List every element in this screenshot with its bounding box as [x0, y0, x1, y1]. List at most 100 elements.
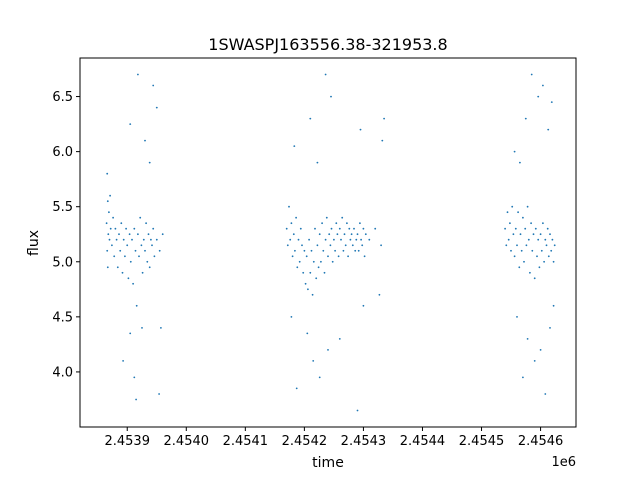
x-tick-label: 2.4546 [518, 434, 564, 449]
data-point [106, 172, 109, 175]
data-point [139, 216, 142, 219]
data-point [324, 73, 327, 76]
data-point [147, 233, 150, 236]
data-point [108, 238, 111, 241]
data-point [308, 238, 310, 241]
data-point [550, 249, 553, 252]
data-point [330, 95, 332, 98]
data-point [295, 216, 297, 219]
data-point [315, 277, 318, 280]
data-point [507, 238, 510, 241]
data-point [553, 244, 556, 247]
data-point [383, 117, 385, 120]
data-point [539, 233, 542, 236]
data-point [294, 249, 296, 252]
data-point [505, 244, 508, 247]
data-point [295, 387, 298, 390]
data-point [318, 233, 321, 236]
data-point [290, 222, 293, 225]
data-point [114, 227, 117, 230]
data-point [330, 227, 333, 230]
data-point [530, 222, 532, 225]
data-point [331, 260, 334, 263]
data-point [320, 260, 322, 263]
y-tick-label: 5.5 [52, 200, 73, 215]
x-tick-label: 2.4541 [223, 434, 269, 449]
data-point [106, 266, 109, 269]
y-tick-label: 4.5 [52, 310, 73, 325]
data-point [346, 222, 348, 225]
data-point [131, 238, 133, 241]
data-point [318, 376, 321, 379]
data-point [333, 238, 335, 241]
data-point [299, 227, 302, 230]
x-tick-label: 2.4543 [341, 434, 387, 449]
x-axis-label: time [312, 455, 344, 471]
data-point [314, 227, 316, 230]
data-point [511, 205, 514, 208]
data-point [111, 244, 113, 247]
data-point [519, 233, 522, 236]
data-point [513, 150, 516, 153]
data-point [312, 260, 315, 263]
data-point [506, 211, 509, 214]
data-point [108, 211, 110, 214]
data-point [317, 266, 320, 269]
data-point [289, 238, 292, 241]
data-point [160, 327, 162, 329]
data-point [533, 360, 536, 362]
data-point [144, 139, 146, 142]
data-point [106, 200, 109, 203]
y-axis: 4.0 4.5 5.0 5.5 6.0 6.5 [52, 90, 80, 380]
data-point [549, 327, 551, 329]
data-point [105, 222, 108, 225]
data-point [152, 227, 155, 230]
data-point [145, 222, 148, 225]
data-point [151, 244, 153, 247]
data-point [363, 255, 366, 258]
data-point [285, 227, 288, 230]
data-point [126, 244, 129, 247]
data-point [109, 227, 112, 230]
data-point [116, 266, 119, 269]
data-point [510, 249, 512, 252]
data-point [530, 73, 533, 76]
data-point [516, 316, 518, 318]
data-point [134, 249, 137, 252]
data-point [517, 211, 519, 214]
data-point [288, 205, 290, 208]
data-point [378, 293, 381, 296]
data-point [286, 244, 289, 247]
data-point [533, 277, 536, 280]
data-point [119, 249, 122, 252]
data-point [519, 161, 521, 164]
data-point [540, 249, 543, 252]
data-point [374, 227, 377, 230]
data-point [304, 282, 307, 285]
data-point [129, 260, 132, 263]
data-point [161, 233, 164, 236]
data-point [322, 249, 325, 252]
data-point [158, 249, 161, 252]
data-point [291, 255, 294, 258]
data-point [538, 266, 541, 269]
data-point [141, 327, 143, 329]
data-point [546, 227, 549, 230]
data-point [324, 238, 327, 241]
data-point [504, 227, 506, 230]
data-point [359, 222, 361, 225]
data-point [316, 244, 319, 247]
data-point [368, 238, 371, 241]
data-point [106, 249, 109, 252]
data-point [107, 233, 110, 236]
data-point [347, 255, 349, 258]
data-point [109, 194, 111, 197]
data-point [327, 255, 329, 258]
data-point [350, 233, 353, 236]
data-point [364, 233, 367, 236]
data-point [301, 244, 303, 247]
data-point [527, 238, 530, 241]
data-point [532, 233, 535, 236]
